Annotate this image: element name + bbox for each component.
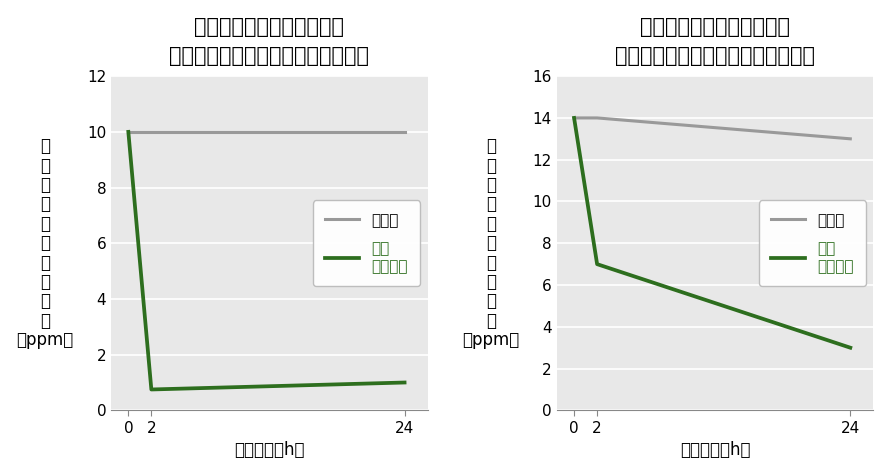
Title: アセトアルデヒド吸着実験
（柿渋自然塗料塗布フローリング）: アセトアルデヒド吸着実験 （柿渋自然塗料塗布フローリング） xyxy=(615,17,815,66)
Legend: 無塗装, 柿渋
自然塗料: 無塗装, 柿渋 自然塗料 xyxy=(759,200,866,286)
Title: ホルムアルデヒド吸着実験
（柿渋自然塗料塗布フローリング）: ホルムアルデヒド吸着実験 （柿渋自然塗料塗布フローリング） xyxy=(169,17,369,66)
Y-axis label: ア
セ
ト
ア
ル
デ
ヒ
ド
濃
度
（ppm）: ア セ ト ア ル デ ヒ ド 濃 度 （ppm） xyxy=(462,137,520,349)
Y-axis label: ホ
ル
ム
ア
ル
デ
ヒ
ド
濃
度
（ppm）: ホ ル ム ア ル デ ヒ ド 濃 度 （ppm） xyxy=(17,137,74,349)
Legend: 無塗装, 柿渋
自然塗料: 無塗装, 柿渋 自然塗料 xyxy=(313,200,420,286)
X-axis label: 経過時間（h）: 経過時間（h） xyxy=(680,441,750,459)
X-axis label: 経過時間（h）: 経過時間（h） xyxy=(234,441,304,459)
